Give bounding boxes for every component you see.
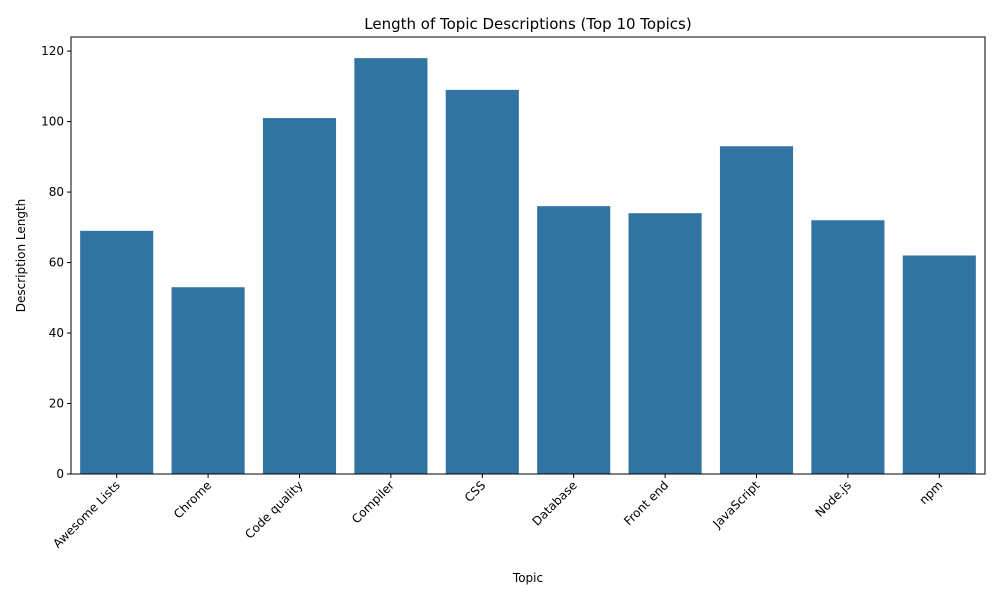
bar-database — [537, 206, 611, 474]
y-tick-label: 20 — [49, 397, 64, 411]
bar-javascript — [719, 146, 794, 474]
bar-node-js — [811, 220, 885, 474]
x-tick-label: JavaScript — [709, 478, 762, 531]
y-tick-label: 0 — [56, 467, 64, 481]
bar-css — [445, 89, 519, 474]
bar-code-quality — [262, 118, 337, 474]
x-tick-label: Chrome — [171, 478, 214, 521]
y-tick-label: 120 — [41, 44, 64, 58]
x-tick-label: Awesome Lists — [50, 478, 123, 551]
y-tick-label: 80 — [49, 185, 64, 199]
bar-compiler — [354, 58, 428, 474]
x-tick-label: Node.js — [813, 478, 855, 520]
y-tick-label: 40 — [49, 326, 64, 340]
y-tick-label: 60 — [49, 256, 64, 270]
y-axis-label: Description Length — [14, 199, 28, 313]
bar-front-end — [628, 213, 702, 475]
chart-title: Length of Topic Descriptions (Top 10 Top… — [364, 15, 691, 33]
x-tick-label: Database — [529, 478, 579, 528]
x-tick-label: Front end — [621, 478, 671, 528]
bar-npm — [902, 255, 976, 474]
bar-awesome-lists — [80, 230, 154, 474]
x-tick-label: CSS — [462, 478, 489, 505]
x-axis: Awesome Lists Chrome Code quality Compiler C… — [50, 474, 945, 551]
bar-chrome — [171, 287, 245, 474]
x-tick-label: npm — [916, 478, 945, 507]
y-axis: 0 20 40 60 80 100 120 — [41, 44, 71, 481]
x-axis-label: Topic — [512, 571, 543, 585]
y-tick-label: 100 — [41, 115, 64, 129]
bars-group — [80, 58, 976, 475]
plot-frame — [70, 36, 986, 475]
x-tick-label: Code quality — [242, 478, 305, 541]
x-tick-label: Compiler — [349, 478, 397, 526]
